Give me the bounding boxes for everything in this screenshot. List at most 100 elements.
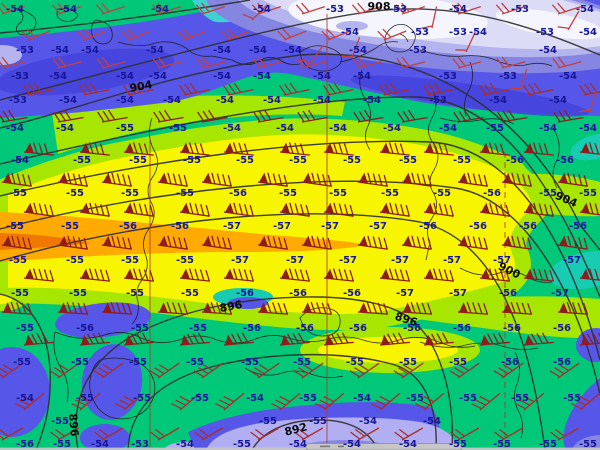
wind-barb <box>423 142 454 156</box>
wind-barb <box>195 2 226 15</box>
wind-barb <box>151 2 182 15</box>
wind-barb <box>57 301 89 315</box>
wind-barb <box>379 202 410 217</box>
wind-barb <box>94 427 124 441</box>
temp-label: -55 <box>126 288 144 299</box>
wind-barb <box>157 172 188 187</box>
wind-barb <box>179 202 210 217</box>
wind-barb <box>79 142 110 156</box>
temp-label: -53 <box>499 71 517 82</box>
wind-barb <box>179 142 210 156</box>
wind-barb <box>23 202 54 217</box>
temp-label: -54 <box>383 123 401 134</box>
wind-barb <box>523 268 554 282</box>
temp-label: -57 <box>443 255 461 266</box>
temp-label: -54 <box>49 71 67 82</box>
wind-barb <box>479 332 510 346</box>
temp-label: -55 <box>399 155 417 166</box>
temp-label: -55 <box>453 155 471 166</box>
wind-barb <box>279 268 310 282</box>
temp-label: -55 <box>539 188 557 199</box>
temp-label: -54 <box>329 123 347 134</box>
wind-barb <box>322 82 354 96</box>
temp-label: -53 <box>409 45 427 56</box>
temp-label: -57 <box>273 221 291 232</box>
temp-label: -56 <box>553 323 571 334</box>
wind-barb <box>552 56 582 69</box>
temp-label: -56 <box>506 155 524 166</box>
temp-label: -54 <box>56 123 74 134</box>
wind-barb <box>449 362 480 379</box>
wind-barb <box>423 332 454 346</box>
wind-barb <box>341 37 361 59</box>
wind-barb <box>150 427 180 441</box>
temp-label: -55 <box>539 439 557 450</box>
temp-label: -57 <box>391 255 409 266</box>
temp-label: -55 <box>51 416 69 427</box>
wind-barb <box>551 2 582 15</box>
temp-label: -55 <box>76 393 94 404</box>
wind-barb <box>522 82 554 96</box>
wind-barb <box>495 2 526 15</box>
wind-barb <box>221 28 251 41</box>
wind-barb <box>478 82 510 96</box>
wind-barb <box>415 392 445 411</box>
temp-label: -54 <box>489 95 507 106</box>
temp-label: -55 <box>329 188 347 199</box>
wind-barb <box>357 172 388 187</box>
wind-barb <box>194 427 224 441</box>
wind-barb <box>301 235 332 250</box>
temp-label: -56 <box>499 288 517 299</box>
temp-label: -54 <box>576 4 594 15</box>
wind-barb <box>101 235 132 250</box>
wind-barb <box>351 2 382 15</box>
temp-label: -55 <box>73 155 91 166</box>
temp-label: -55 <box>486 123 504 134</box>
wind-barb <box>357 235 388 250</box>
wind-barb <box>379 332 410 346</box>
wind-barb <box>515 392 545 411</box>
temp-label: -54 <box>253 71 271 82</box>
wind-barb <box>523 332 554 346</box>
temp-label: -55 <box>241 357 259 368</box>
wind-barb <box>222 82 254 96</box>
temp-label: -54 <box>59 4 77 15</box>
wind-barb <box>0 109 28 123</box>
temp-label: -57 <box>369 221 387 232</box>
temp-label: -56 <box>171 221 189 232</box>
wind-barb <box>471 392 501 411</box>
temp-label: -56 <box>236 288 254 299</box>
wind-barb <box>379 268 410 282</box>
temp-label: -54 <box>151 4 169 15</box>
wind-barb <box>179 268 210 282</box>
wind-barb <box>50 427 80 441</box>
temp-label: -56 <box>16 439 34 450</box>
wind-barb <box>378 82 410 96</box>
temp-label: -54 <box>549 95 567 106</box>
wind-barb <box>179 332 210 346</box>
wind-barb <box>557 10 580 31</box>
temp-label: -55 <box>169 123 187 134</box>
temp-label: -54 <box>149 71 167 82</box>
wind-barb <box>321 28 351 41</box>
wind-barb <box>579 90 597 113</box>
temp-label: -54 <box>363 95 381 106</box>
temp-label: -55 <box>189 323 207 334</box>
wind-barb <box>278 82 310 96</box>
wind-barb <box>52 56 82 69</box>
temp-label: -55 <box>66 188 84 199</box>
temp-label: -57 <box>493 255 511 266</box>
wind-barb <box>215 392 245 411</box>
wind-barb <box>279 202 310 217</box>
temperature-labels-layer: -54 -54 -54 -54 -53 -53 -54 -53 -54 -54 -53 -53 -54 -… <box>6 4 597 450</box>
temp-label: -53 <box>536 27 554 38</box>
temp-label: -54 <box>579 123 597 134</box>
wind-barb <box>0 427 24 441</box>
temp-label: -57 <box>339 255 357 266</box>
temp-label: -53 <box>389 4 407 15</box>
temp-label: -55 <box>293 357 311 368</box>
temp-label: -54 <box>263 95 281 106</box>
wind-barb <box>323 332 354 346</box>
temp-label: -56 <box>349 323 367 334</box>
wind-barb <box>571 392 600 411</box>
